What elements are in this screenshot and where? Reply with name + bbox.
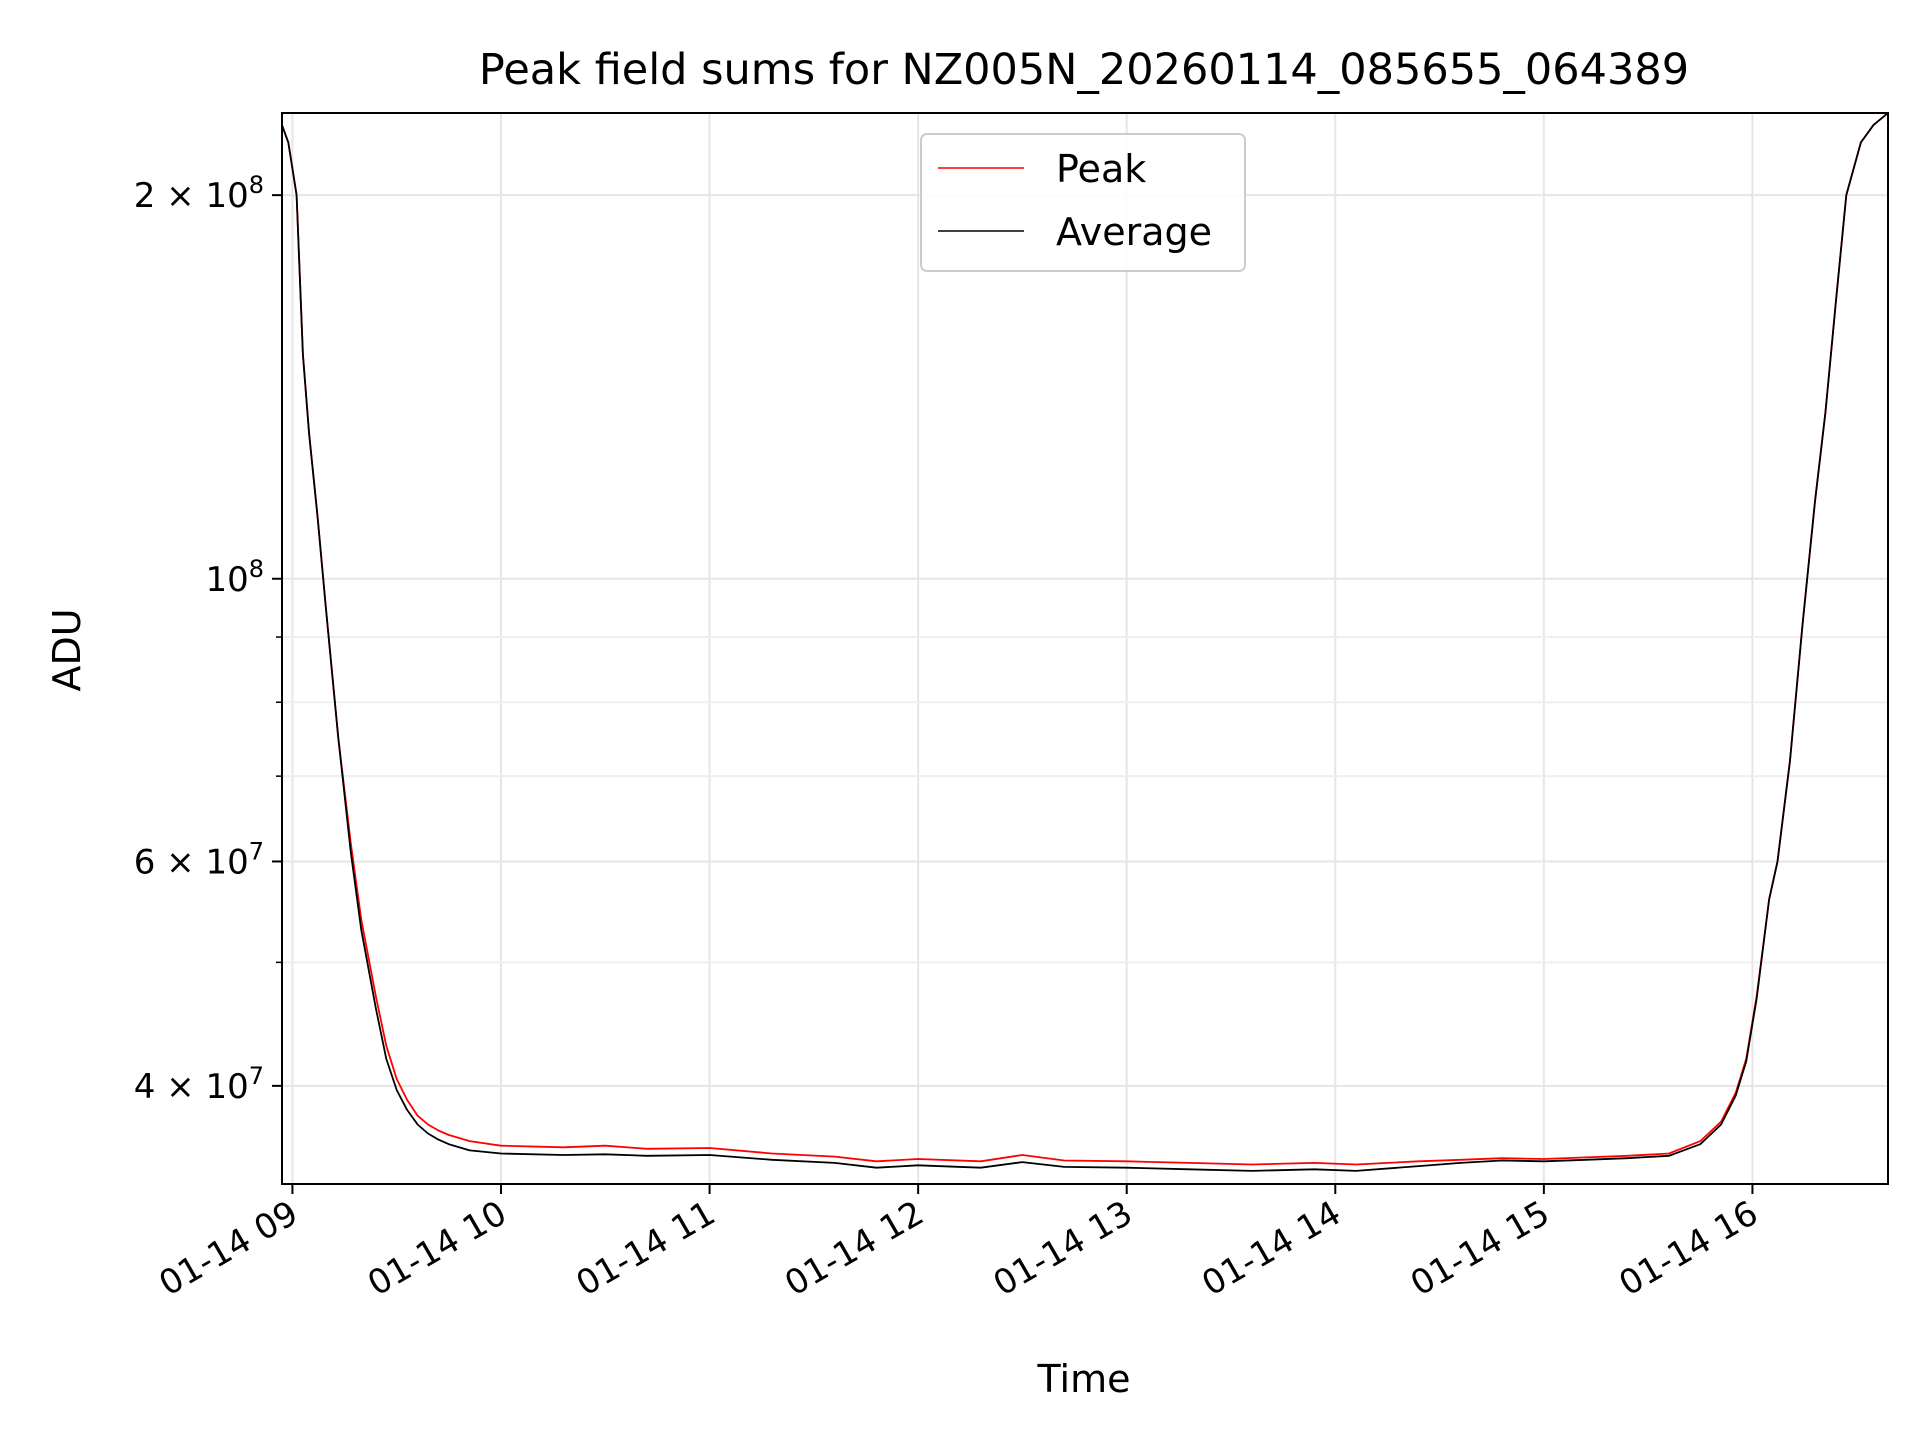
legend-label-peak: Peak <box>1056 147 1146 191</box>
y-axis-ticks: 2 × 108 108 6 × 107 4 × 107 <box>134 171 282 1107</box>
plot-area <box>282 113 1888 1172</box>
series-line-average <box>282 113 1888 1172</box>
y-tick-label: 4 × 107 <box>134 1062 264 1107</box>
axes-frame <box>281 112 1889 1185</box>
y-tick-label: 2 × 108 <box>134 171 264 216</box>
legend-label-average: Average <box>1056 210 1212 254</box>
y-tick-label: 6 × 107 <box>134 837 264 882</box>
y-tick-label: 108 <box>205 555 264 600</box>
legend: Peak Average <box>920 133 1246 272</box>
chart-title: Peak field sums for NZ005N_20260114_0856… <box>479 45 1689 95</box>
x-axis-label: Time <box>1037 1357 1131 1401</box>
y-axis-label: ADU <box>45 608 89 691</box>
grid-lines <box>282 113 1888 1184</box>
